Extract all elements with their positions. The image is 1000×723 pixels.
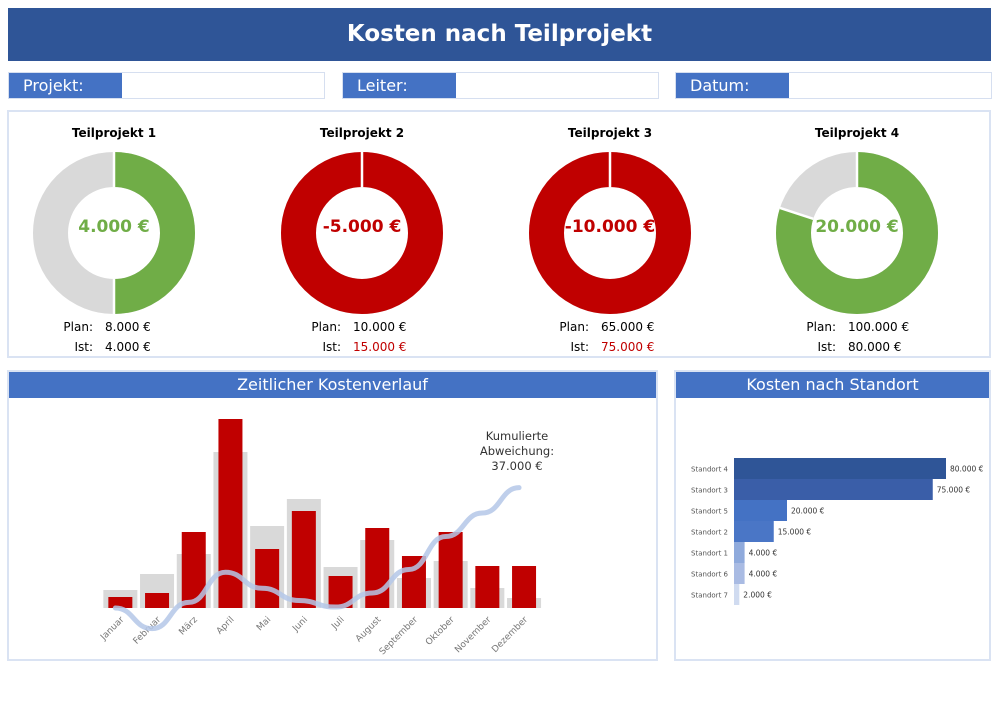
subproject-deviation: 4.000 €	[78, 217, 150, 237]
location-bar	[734, 500, 787, 521]
location-label: Standort 6	[691, 571, 728, 579]
plan-label: Plan:	[311, 320, 341, 334]
actual-bar	[365, 528, 390, 608]
donut-chart	[281, 152, 443, 314]
annotation-label: Abweichung:	[480, 444, 554, 458]
actual-label: Ist:	[570, 340, 589, 354]
location-label: Standort 1	[691, 550, 728, 558]
month-tick-label: Oktober	[424, 615, 457, 648]
location-value-label: 2.000 €	[743, 591, 772, 600]
location-bar	[734, 542, 745, 563]
donut-separator	[779, 206, 814, 220]
leader-label: Leiter:	[343, 73, 456, 98]
location-chart-title: Kosten nach Standort	[676, 372, 989, 398]
month-tick-label: September	[378, 615, 420, 657]
subproject-title: Teilprojekt 4	[814, 126, 900, 140]
location-bar	[734, 563, 745, 584]
month-tick-label: Januar	[98, 615, 126, 643]
project-label: Projekt:	[9, 73, 122, 98]
actual-label: Ist:	[817, 340, 836, 354]
actual-bar	[145, 593, 170, 608]
location-bar	[734, 479, 933, 500]
actual-value: 75.000 €	[601, 340, 655, 354]
actual-bar	[438, 532, 463, 608]
leader-field[interactable]: Leiter:	[342, 72, 659, 99]
time-chart-title: Zeitlicher Kostenverlauf	[9, 372, 656, 398]
month-tick-label: April	[215, 615, 237, 637]
project-field[interactable]: Projekt:	[8, 72, 325, 99]
time-chart: Januar Februar März April Mai Juni Juli AugustS…	[98, 419, 554, 657]
plan-value: 65.000 €	[601, 320, 655, 334]
month-tick-label: August	[354, 615, 384, 645]
time-chart-panel: Zeitlicher Kostenverlauf Januar Februar Mä…	[7, 370, 658, 661]
location-chart-panel: Kosten nach Standort Standort 4 80.000 € S…	[674, 370, 991, 661]
actual-bar	[291, 511, 316, 608]
cumulative-deviation-line	[112, 485, 522, 632]
subproject-title: Teilprojekt 3	[567, 126, 653, 140]
actual-bar	[108, 597, 133, 608]
location-value-label: 4.000 €	[749, 549, 778, 558]
plan-label: Plan:	[559, 320, 589, 334]
subprojects-panel: Teilprojekt 1 4.000 € Plan: 8.000 € Ist: 4…	[7, 110, 991, 358]
month-tick-label: November	[453, 615, 493, 655]
subproject-deviation: 20.000 €	[815, 217, 899, 237]
plan-value: 10.000 €	[353, 320, 407, 334]
month-tick-label: März	[177, 615, 200, 638]
location-label: Standort 3	[691, 487, 728, 495]
location-label: Standort 7	[691, 592, 728, 600]
donut-chart	[529, 152, 691, 314]
subproject-deviation: -10.000 €	[564, 217, 656, 237]
location-bar	[734, 521, 774, 542]
plan-value: 100.000 €	[848, 320, 910, 334]
actual-bar	[255, 549, 280, 608]
location-value-label: 15.000 €	[778, 528, 812, 537]
month-tick-label: Juni	[290, 615, 310, 635]
subproject-deviation: -5.000 €	[322, 217, 402, 237]
actual-value: 80.000 €	[848, 340, 902, 354]
plan-value: 8.000 €	[105, 320, 151, 334]
subproject-title: Teilprojekt 2	[319, 126, 405, 140]
location-value-label: 20.000 €	[791, 507, 825, 516]
location-value-label: 4.000 €	[749, 570, 778, 579]
actual-label: Ist:	[74, 340, 93, 354]
location-label: Standort 2	[691, 529, 728, 537]
actual-bar	[512, 566, 537, 608]
month-tick-label: Mai	[255, 615, 273, 633]
location-bar	[734, 584, 740, 605]
location-bar	[734, 458, 946, 479]
location-label: Standort 4	[691, 466, 728, 474]
actual-bar	[475, 566, 500, 608]
date-field[interactable]: Datum:	[675, 72, 992, 99]
page-title: Kosten nach Teilprojekt	[8, 8, 991, 61]
actual-label: Ist:	[322, 340, 341, 354]
annotation-label: Kumulierte	[486, 429, 549, 443]
location-chart: Standort 4 80.000 € Standort 3 75.000 € Stan…	[691, 458, 984, 605]
month-tick-label: Juli	[329, 615, 346, 632]
donut-chart	[776, 152, 938, 314]
location-label: Standort 5	[691, 508, 728, 516]
donut-fill	[281, 152, 443, 314]
actual-bar	[218, 419, 243, 608]
donut-fill	[529, 152, 691, 314]
actual-value: 4.000 €	[105, 340, 151, 354]
subproject-title: Teilprojekt 1	[71, 126, 157, 140]
annotation-label: 37.000 €	[491, 459, 542, 473]
month-tick-label: Dezember	[490, 615, 530, 655]
date-label: Datum:	[676, 73, 789, 98]
plan-label: Plan:	[806, 320, 836, 334]
location-value-label: 75.000 €	[937, 486, 971, 495]
plan-label: Plan:	[63, 320, 93, 334]
location-value-label: 80.000 €	[950, 465, 984, 474]
actual-value: 15.000 €	[353, 340, 407, 354]
donut-chart	[33, 152, 195, 314]
